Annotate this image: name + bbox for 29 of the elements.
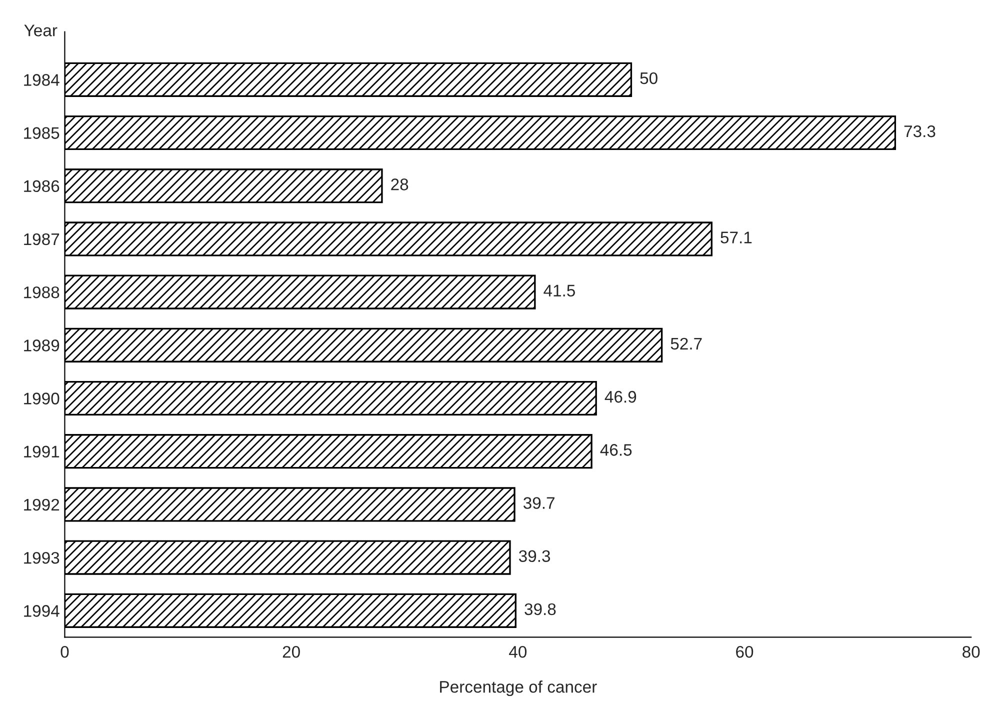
data-label: 46.9 — [604, 390, 636, 403]
y-tick-label: 1988 — [24, 286, 60, 298]
x-tick-label: 80 — [962, 646, 980, 658]
data-label: 39.3 — [518, 550, 550, 562]
data-label: 73.3 — [904, 125, 936, 138]
y-tick-label: 1986 — [24, 180, 60, 192]
y-axis-title: Year — [24, 24, 58, 36]
data-label: 52.7 — [670, 338, 702, 350]
data-label: 50 — [640, 72, 658, 84]
x-axis-title: Percentage of cancer — [440, 680, 597, 696]
y-tick-label: 1990 — [24, 392, 60, 404]
y-tick-label: 1984 — [24, 74, 60, 86]
y-tick-label: 1993 — [24, 552, 60, 564]
x-tick-label: 60 — [736, 646, 754, 658]
y-tick-label: 1985 — [24, 127, 60, 139]
y-tick-label: 1991 — [24, 446, 60, 458]
x-tick-label: 0 — [60, 646, 69, 658]
x-tick-label: 20 — [282, 646, 300, 658]
data-label: 57.1 — [720, 232, 752, 244]
y-tick-label: 1989 — [24, 340, 60, 352]
data-label: 39.7 — [523, 497, 554, 509]
y-tick-label: 1987 — [24, 233, 60, 246]
x-tick-label: 40 — [509, 646, 527, 658]
data-label: 46.5 — [600, 444, 632, 456]
y-tick-label: 1992 — [24, 498, 60, 511]
data-label: 39.8 — [524, 603, 556, 616]
data-label: 28 — [391, 178, 408, 190]
y-tick-label: 1994 — [24, 605, 60, 617]
data-label: 41.5 — [544, 284, 575, 297]
